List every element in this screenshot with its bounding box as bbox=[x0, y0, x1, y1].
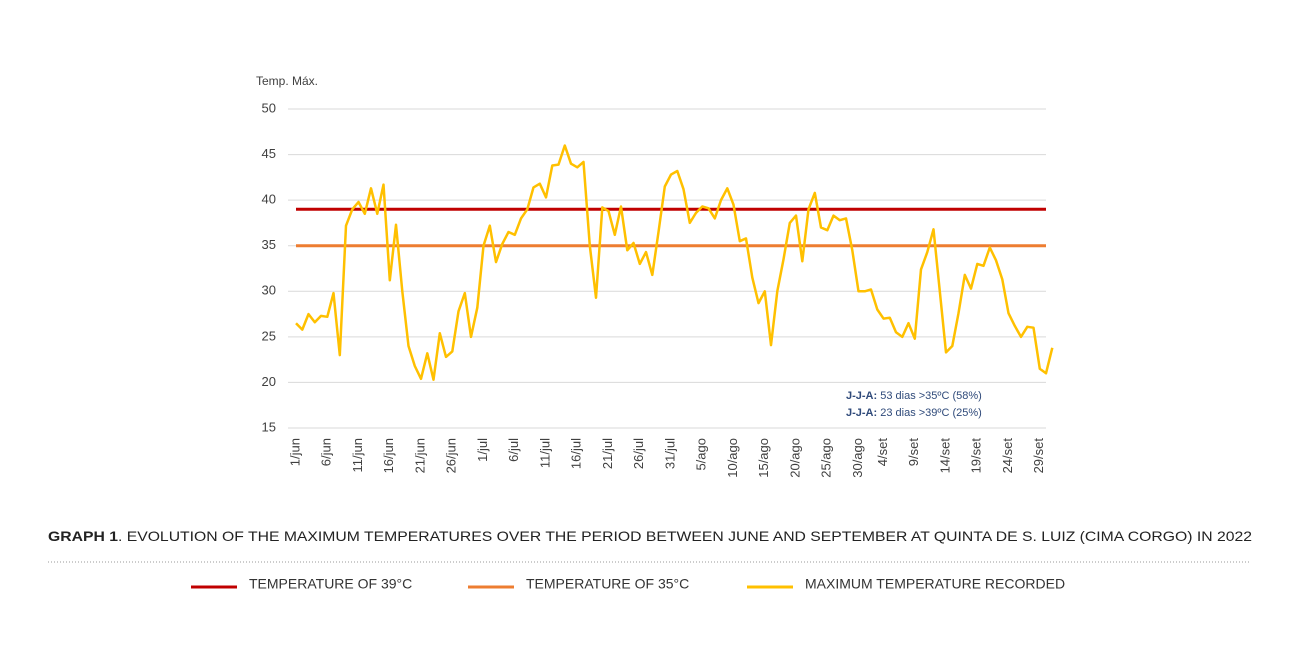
x-tick-label: 1/jun bbox=[287, 438, 302, 466]
x-tick-label: 26/jun bbox=[444, 438, 459, 473]
x-tick-label: 20/ago bbox=[787, 438, 802, 478]
x-tick-label: 19/set bbox=[969, 438, 984, 474]
y-tick-label: 45 bbox=[262, 146, 276, 161]
caption-text: . EVOLUTION OF THE MAXIMUM TEMPERATURES … bbox=[118, 528, 1252, 544]
annotation-label: J-J-A: bbox=[846, 390, 877, 402]
data-line bbox=[295, 144, 1054, 381]
x-tick-label: 11/jul bbox=[537, 438, 552, 468]
x-tick-label: 24/set bbox=[1000, 438, 1015, 474]
annotation-text: J-J-A: 53 dias >35ºC (58%) bbox=[846, 390, 982, 402]
y-tick-label: 30 bbox=[262, 283, 276, 298]
x-tick-label: 4/set bbox=[875, 438, 890, 467]
y-tick-label: 15 bbox=[262, 419, 276, 434]
annotation-body: 23 dias >39ºC (25%) bbox=[880, 407, 982, 419]
y-tick-label: 20 bbox=[262, 374, 276, 389]
legend-item: TEMPERATURE OF 35°C bbox=[468, 576, 689, 592]
x-tick-label: 10/ago bbox=[725, 438, 740, 478]
x-tick-label: 9/set bbox=[906, 438, 921, 467]
y-tick-label: 40 bbox=[262, 192, 276, 207]
annotation-body: 53 dias >35ºC (58%) bbox=[880, 390, 982, 402]
y-tick-label: 35 bbox=[262, 237, 276, 252]
legend-item: TEMPERATURE OF 39°C bbox=[191, 576, 412, 592]
x-tick-label: 6/jul bbox=[506, 438, 521, 462]
caption-label: GRAPH 1 bbox=[48, 528, 118, 544]
x-tick-label: 21/jun bbox=[412, 438, 427, 473]
x-tick-label: 16/jun bbox=[381, 438, 396, 473]
x-tick-label: 16/jul bbox=[569, 438, 584, 469]
legend-item: MAXIMUM TEMPERATURE RECORDED bbox=[747, 576, 1065, 592]
annotation-text: J-J-A: 23 dias >39ºC (25%) bbox=[846, 407, 982, 419]
x-tick-label: 25/ago bbox=[819, 438, 834, 478]
legend-label: TEMPERATURE OF 35°C bbox=[526, 576, 689, 592]
x-tick-label: 15/ago bbox=[756, 438, 771, 478]
y-axis-label: Temp. Máx. bbox=[256, 74, 318, 88]
annotation-label: J-J-A: bbox=[846, 407, 877, 419]
x-tick-label: 1/jul bbox=[475, 438, 490, 462]
x-tick-label: 21/jul bbox=[600, 438, 615, 469]
x-tick-label: 14/set bbox=[937, 438, 952, 474]
y-tick-label: 50 bbox=[262, 100, 276, 115]
x-tick-label: 31/jul bbox=[662, 438, 677, 469]
x-tick-label: 11/jun bbox=[350, 438, 365, 472]
x-tick-label: 26/jul bbox=[631, 438, 646, 469]
x-tick-label: 30/ago bbox=[850, 438, 865, 478]
y-tick-label: 25 bbox=[262, 328, 276, 343]
legend-label: MAXIMUM TEMPERATURE RECORDED bbox=[805, 576, 1065, 592]
caption: GRAPH 1. EVOLUTION OF THE MAXIMUM TEMPER… bbox=[48, 528, 1252, 544]
x-tick-label: 5/ago bbox=[694, 438, 709, 471]
legend-label: TEMPERATURE OF 39°C bbox=[249, 576, 412, 592]
x-tick-label: 6/jun bbox=[319, 438, 334, 466]
x-tick-label: 29/set bbox=[1031, 438, 1046, 474]
annotation: J-J-A: 53 dias >35ºC (58%) J-J-A: 23 dia… bbox=[846, 390, 982, 419]
